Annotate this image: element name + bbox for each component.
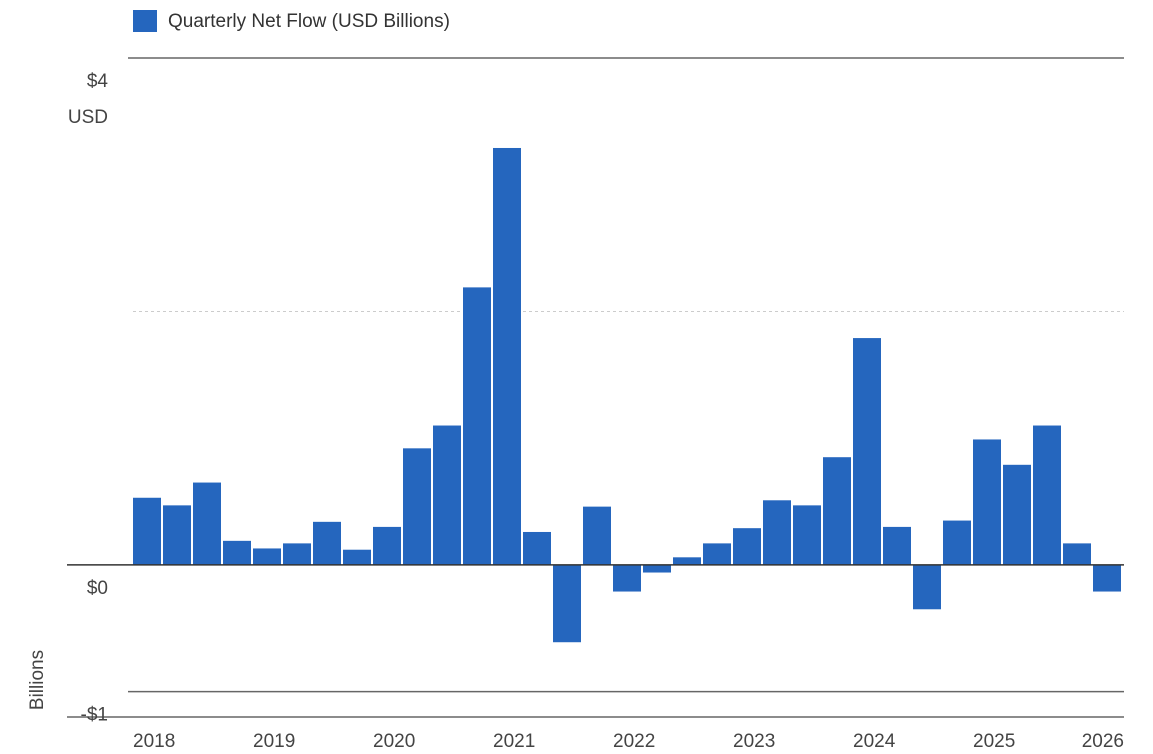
bar <box>973 439 1001 565</box>
y-tick-label: -$1 <box>81 705 108 726</box>
bar <box>313 521 341 565</box>
bar <box>913 564 941 610</box>
bar <box>643 564 671 573</box>
y-unit: USD <box>68 107 108 128</box>
bar <box>733 528 761 565</box>
bar <box>1003 464 1031 565</box>
bar <box>763 500 791 565</box>
x-tick-label: 2020 <box>373 731 415 752</box>
legend-swatch <box>133 10 157 32</box>
bar <box>463 287 491 565</box>
y-tick-label: $4 <box>87 71 109 92</box>
bar <box>493 147 521 565</box>
x-tick-label: 2018 <box>133 731 175 752</box>
bar <box>403 448 431 565</box>
bar <box>613 564 641 592</box>
bar <box>673 557 701 565</box>
y-axis-label: Billions <box>27 650 48 710</box>
bar <box>853 338 881 565</box>
x-tick-label: 2024 <box>853 731 896 752</box>
bar <box>523 531 551 565</box>
bar <box>133 497 161 565</box>
bar <box>823 457 851 565</box>
x-tick-label: 2025 <box>973 731 1015 752</box>
bar <box>433 425 461 565</box>
bar <box>1093 564 1121 592</box>
bar <box>1063 543 1091 565</box>
y-tick-label: $0 <box>87 578 108 599</box>
x-tick-label: 2019 <box>253 731 295 752</box>
bar <box>883 526 911 565</box>
bar <box>583 506 611 565</box>
x-tick-label: 2022 <box>613 731 655 752</box>
bar <box>943 520 971 565</box>
bar <box>553 564 581 643</box>
bar <box>703 543 731 565</box>
bar <box>253 548 281 565</box>
bar <box>283 543 311 565</box>
bar <box>163 505 191 565</box>
legend-label: Quarterly Net Flow (USD Billions) <box>168 11 450 32</box>
x-tick-label: 2026 <box>1082 731 1124 752</box>
bar <box>793 505 821 565</box>
bar <box>223 540 251 565</box>
bar <box>193 482 221 565</box>
bar <box>373 526 401 565</box>
x-tick-label: 2023 <box>733 731 775 752</box>
x-tick-label: 2021 <box>493 731 535 752</box>
bar <box>1033 425 1061 565</box>
bar <box>343 549 371 565</box>
